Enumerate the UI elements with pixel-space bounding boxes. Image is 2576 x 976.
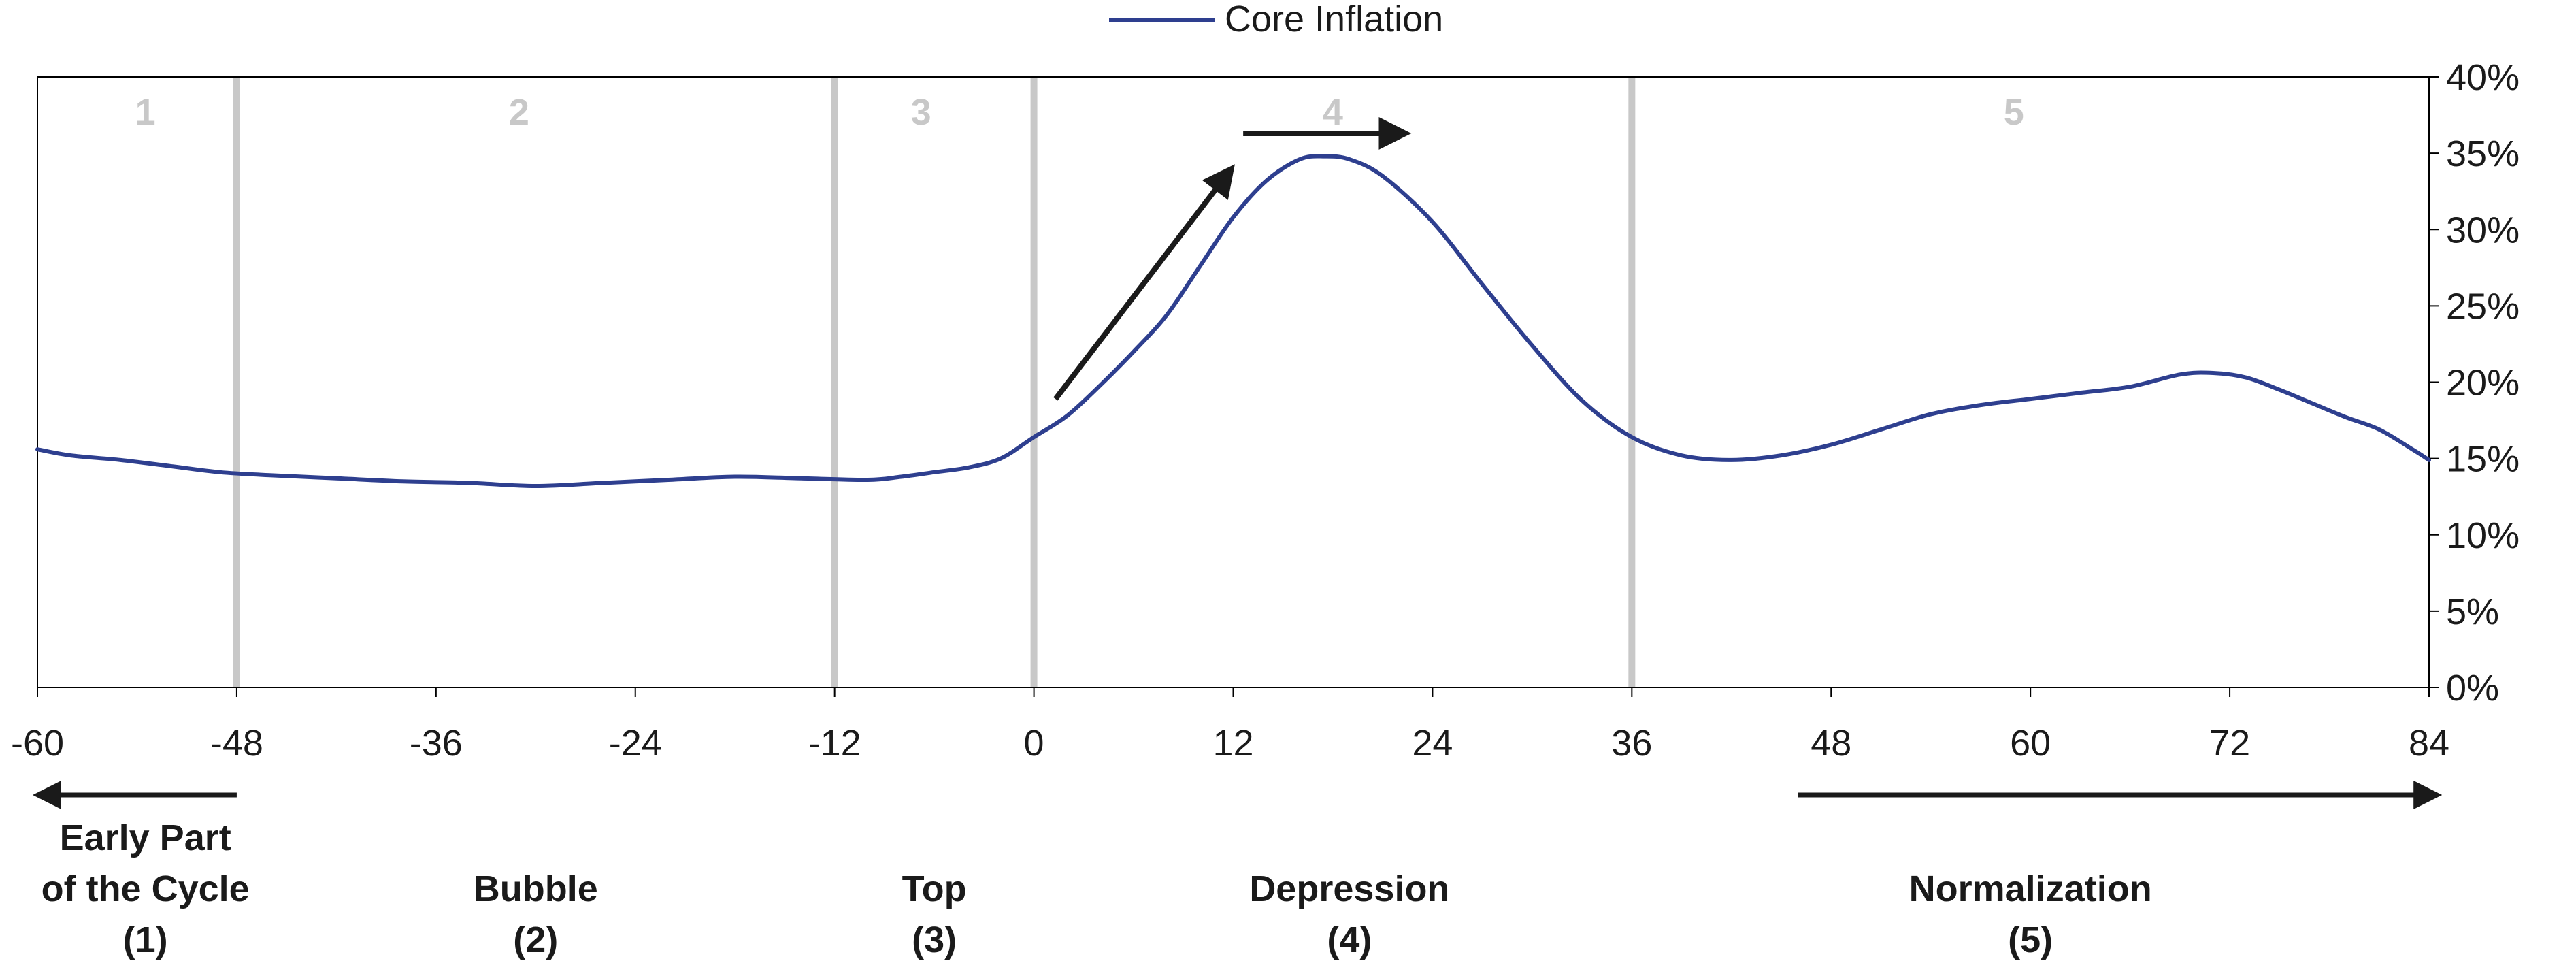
phase-numbers: 1 2 3 4 5 (135, 92, 2024, 133)
legend: Core Inflation (1109, 0, 1443, 39)
y-tick-label: 35% (2446, 133, 2520, 174)
phase-label-line: Early Part (60, 817, 231, 858)
y-axis: 0% 5% 10% 15% 20% 25% 30% 35% 40% (2429, 57, 2520, 709)
x-tick-label: -36 (410, 723, 463, 764)
x-tick-label: -24 (609, 723, 662, 764)
x-tick-label: 36 (1611, 723, 1652, 764)
series-line-core-inflation (35, 154, 2431, 488)
annotation-arrows (1053, 116, 1412, 401)
x-tick-label: 12 (1212, 723, 1253, 764)
x-tick-label: 48 (1811, 723, 1851, 764)
y-tick-label: 15% (2446, 439, 2520, 480)
x-tick-label: -48 (210, 723, 263, 764)
x-tick-label: 60 (2010, 723, 2051, 764)
phase-label: Normalization (5) (1909, 868, 2152, 960)
phase-label-line: (4) (1327, 920, 1372, 960)
y-tick-label: 25% (2446, 286, 2520, 327)
phase-label-line: Depression (1249, 868, 1449, 909)
x-tick-label: 72 (2209, 723, 2250, 764)
phase-label: Depression (4) (1249, 868, 1449, 960)
phase-label-line: (2) (513, 920, 558, 960)
annotation-arrow (1053, 164, 1235, 401)
phase-number: 4 (1323, 92, 1343, 133)
phase-label-line: (1) (123, 920, 168, 960)
x-axis: -60 -48 -36 -24 -12 0 12 24 36 48 60 72 84 (11, 687, 2449, 764)
phase-label-line: Normalization (1909, 868, 2152, 909)
x-tick-label: -60 (11, 723, 64, 764)
y-tick-label: 10% (2446, 515, 2520, 556)
phase-label-line: (5) (2008, 920, 2053, 960)
phase-number: 1 (135, 92, 156, 133)
x-tick-label: 0 (1024, 723, 1044, 764)
phase-number: 5 (2004, 92, 2024, 133)
phase-label: Early Part of the Cycle (1) (42, 817, 250, 960)
y-tick-label: 5% (2446, 591, 2499, 632)
phase-label-line: (3) (912, 920, 957, 960)
phase-number: 3 (911, 92, 931, 133)
x-tick-label: -12 (808, 723, 861, 764)
phase-label-line: Bubble (474, 868, 598, 909)
phase-label: Bubble (2) (474, 868, 598, 960)
x-tick-label: 84 (2409, 723, 2449, 764)
phase-label-line: Top (902, 868, 967, 909)
y-tick-label: 30% (2446, 210, 2520, 250)
x-tick-label: 24 (1412, 723, 1453, 764)
phase-dividers (233, 77, 1636, 687)
y-tick-label: 40% (2446, 57, 2520, 98)
phase-label: Top (3) (902, 868, 967, 960)
phase-labels: Early Part of the Cycle (1) Bubble (2) Top (3)… (42, 817, 2152, 960)
phase-label-line: of the Cycle (42, 868, 250, 909)
y-tick-label: 0% (2446, 668, 2499, 709)
plot-frame (37, 76, 2430, 688)
legend-label: Core Inflation (1225, 0, 1443, 39)
phase-number: 2 (509, 92, 529, 133)
y-tick-label: 20% (2446, 363, 2520, 404)
